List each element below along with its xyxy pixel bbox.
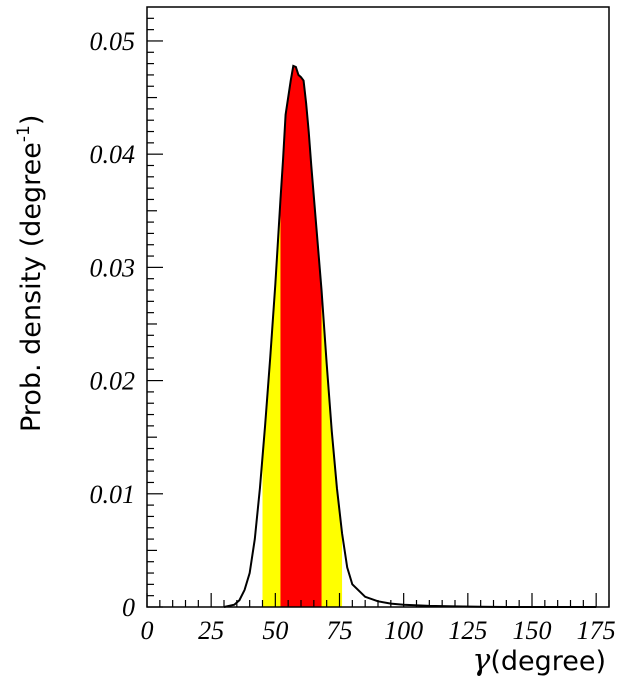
- y-axis-ticks: [147, 17, 163, 608]
- x-axis-title-symbol: γ: [472, 643, 490, 678]
- y-tick-label: 0.01: [90, 480, 136, 509]
- x-tick-label: 50: [262, 616, 288, 645]
- band-1: [280, 65, 322, 607]
- x-tick-label: 100: [384, 616, 423, 645]
- y-tick-label: 0: [122, 593, 135, 622]
- y-tick-label: 0.05: [90, 27, 136, 56]
- y-axis-tick-labels: 0 0.01 0.02 0.03 0.04 0.05: [90, 27, 136, 622]
- y-tick-label: 0.03: [90, 253, 136, 282]
- credible-interval-bands: [262, 65, 343, 607]
- density-curve: [223, 64, 597, 608]
- x-tick-label: 25: [198, 616, 224, 645]
- y-axis-title-close: ): [16, 115, 47, 126]
- x-axis-title-text: (degree): [490, 646, 606, 677]
- x-axis-title: γ(degree): [472, 643, 606, 678]
- y-axis-title-text: Prob. density (degree: [16, 142, 47, 432]
- y-tick-label: 0.02: [90, 367, 136, 396]
- x-tick-label: 175: [577, 616, 616, 645]
- plot-frame: [146, 6, 610, 608]
- x-axis-tick-labels: 0 25 50 75 100 125 150 175: [141, 616, 616, 645]
- x-axis-ticks: [146, 593, 610, 607]
- y-axis-title: Prob. density (degree-1): [14, 115, 47, 432]
- x-tick-label: 150: [513, 616, 552, 645]
- y-tick-label: 0.04: [90, 140, 136, 169]
- y-axis-title-superscript: -1: [14, 125, 34, 142]
- x-tick-label: 75: [327, 616, 353, 645]
- x-tick-label: 125: [448, 616, 487, 645]
- x-tick-label: 0: [141, 616, 154, 645]
